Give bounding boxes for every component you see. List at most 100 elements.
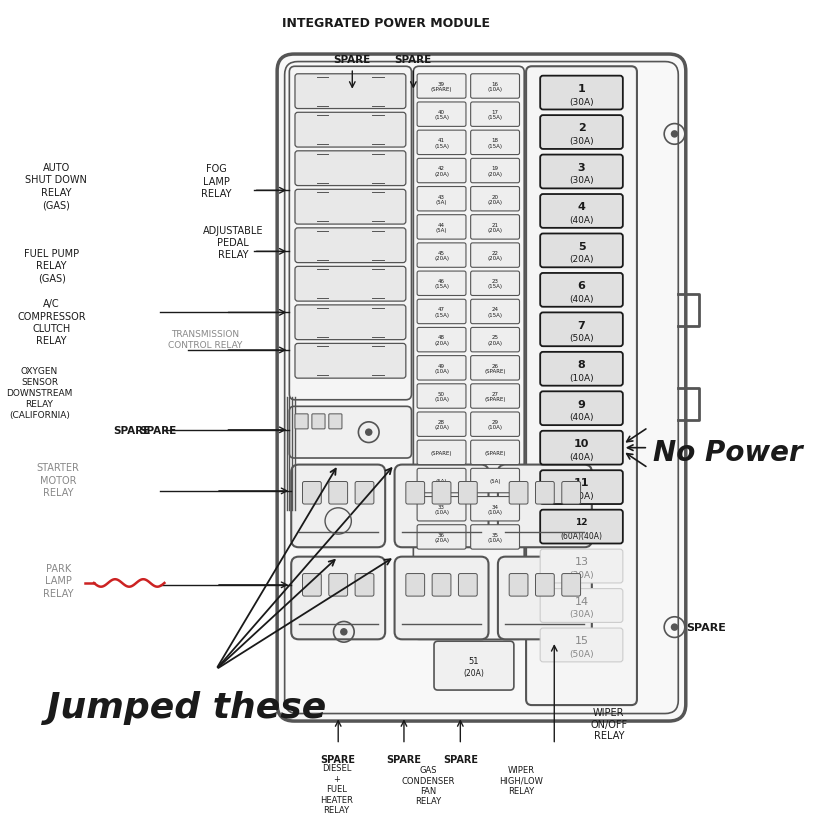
Text: SPARE: SPARE (686, 622, 726, 632)
FancyBboxPatch shape (471, 300, 520, 324)
Text: 19
(20A): 19 (20A) (487, 166, 502, 177)
FancyBboxPatch shape (355, 574, 374, 596)
FancyBboxPatch shape (295, 229, 406, 263)
FancyBboxPatch shape (289, 67, 412, 400)
FancyBboxPatch shape (329, 414, 342, 429)
FancyBboxPatch shape (291, 465, 386, 548)
FancyBboxPatch shape (406, 482, 425, 505)
FancyBboxPatch shape (329, 574, 348, 596)
FancyBboxPatch shape (295, 344, 406, 378)
FancyBboxPatch shape (417, 188, 466, 211)
FancyBboxPatch shape (329, 482, 348, 505)
Text: 36
(20A): 36 (20A) (434, 532, 449, 542)
Text: PARK
LAMP
RELAY: PARK LAMP RELAY (43, 563, 73, 598)
FancyBboxPatch shape (526, 67, 637, 705)
FancyBboxPatch shape (535, 574, 554, 596)
Text: 1: 1 (578, 84, 585, 93)
FancyBboxPatch shape (417, 103, 466, 127)
Circle shape (671, 131, 678, 138)
FancyBboxPatch shape (540, 76, 623, 111)
Text: 42
(20A): 42 (20A) (434, 166, 449, 177)
FancyBboxPatch shape (434, 641, 514, 690)
Text: 27
(SPARE): 27 (SPARE) (484, 391, 506, 401)
FancyBboxPatch shape (406, 574, 425, 596)
FancyBboxPatch shape (295, 267, 406, 301)
FancyBboxPatch shape (417, 243, 466, 268)
Text: AUTO
SHUT DOWN
RELAY
(GAS): AUTO SHUT DOWN RELAY (GAS) (25, 163, 87, 210)
FancyBboxPatch shape (540, 116, 623, 150)
Text: SPARE: SPARE (113, 425, 150, 435)
FancyBboxPatch shape (417, 384, 466, 409)
FancyBboxPatch shape (432, 574, 451, 596)
Text: WIPER
HIGH/LOW
RELAY: WIPER HIGH/LOW RELAY (500, 765, 543, 795)
FancyBboxPatch shape (295, 75, 406, 110)
Text: (40A): (40A) (570, 295, 593, 303)
Text: 16
(10A): 16 (10A) (487, 82, 502, 92)
FancyBboxPatch shape (471, 188, 520, 211)
Text: (SPARE): (SPARE) (484, 450, 506, 455)
FancyBboxPatch shape (417, 328, 466, 352)
FancyBboxPatch shape (471, 103, 520, 127)
FancyBboxPatch shape (417, 356, 466, 381)
Text: 50
(10A): 50 (10A) (434, 391, 449, 401)
FancyBboxPatch shape (561, 574, 580, 596)
Text: 34
(10A): 34 (10A) (487, 504, 502, 514)
Text: 15: 15 (575, 636, 589, 645)
Text: 39
(SPARE): 39 (SPARE) (431, 82, 452, 92)
Text: 44
(5A): 44 (5A) (436, 223, 447, 233)
Text: 40
(15A): 40 (15A) (434, 110, 449, 120)
FancyBboxPatch shape (540, 391, 623, 426)
Text: 18
(15A): 18 (15A) (487, 138, 502, 148)
Text: (40A): (40A) (570, 452, 593, 461)
FancyBboxPatch shape (459, 482, 478, 505)
Text: WIPER
ON/OFF
RELAY: WIPER ON/OFF RELAY (590, 707, 627, 740)
Text: (10A): (10A) (569, 373, 593, 382)
Text: 33
(10A): 33 (10A) (434, 504, 449, 514)
Text: (30A): (30A) (569, 137, 593, 146)
Text: A/C
COMPRESSOR
CLUTCH
RELAY: A/C COMPRESSOR CLUTCH RELAY (17, 299, 86, 346)
FancyBboxPatch shape (395, 465, 488, 548)
Text: 5: 5 (578, 242, 585, 251)
Text: 28
(20A): 28 (20A) (434, 419, 449, 430)
FancyBboxPatch shape (471, 215, 520, 240)
FancyBboxPatch shape (535, 482, 554, 505)
FancyBboxPatch shape (417, 413, 466, 437)
FancyBboxPatch shape (417, 525, 466, 550)
FancyBboxPatch shape (498, 465, 592, 548)
FancyBboxPatch shape (295, 414, 308, 429)
FancyBboxPatch shape (540, 510, 623, 544)
FancyBboxPatch shape (291, 557, 386, 640)
Text: STARTER
MOTOR
RELAY: STARTER MOTOR RELAY (37, 463, 80, 497)
Text: SPARE: SPARE (395, 55, 432, 65)
FancyBboxPatch shape (355, 482, 374, 505)
FancyBboxPatch shape (561, 482, 580, 505)
Text: 11: 11 (574, 477, 589, 488)
Text: 3: 3 (578, 163, 585, 173)
Text: (30A): (30A) (569, 176, 593, 185)
FancyBboxPatch shape (277, 55, 686, 722)
Text: (SPARE): (SPARE) (431, 450, 452, 455)
Text: (30A): (30A) (569, 97, 593, 106)
Text: (20A): (20A) (464, 667, 484, 676)
Text: 25
(20A): 25 (20A) (487, 335, 502, 346)
FancyBboxPatch shape (471, 159, 520, 183)
Text: (40A): (40A) (570, 215, 593, 224)
FancyBboxPatch shape (302, 482, 321, 505)
FancyBboxPatch shape (471, 328, 520, 352)
Text: 10: 10 (574, 438, 589, 449)
FancyBboxPatch shape (540, 156, 623, 189)
Text: (30A): (30A) (569, 570, 593, 579)
Text: ADJUSTABLE
PEDAL
RELAY: ADJUSTABLE PEDAL RELAY (203, 225, 263, 260)
Text: 17
(15A): 17 (15A) (487, 110, 502, 120)
Text: 45
(20A): 45 (20A) (434, 251, 449, 261)
Text: 47
(15A): 47 (15A) (434, 307, 449, 317)
FancyBboxPatch shape (471, 243, 520, 268)
FancyBboxPatch shape (471, 525, 520, 550)
FancyBboxPatch shape (413, 67, 524, 640)
Text: 26
(SPARE): 26 (SPARE) (484, 363, 506, 373)
FancyBboxPatch shape (471, 413, 520, 437)
FancyBboxPatch shape (540, 628, 623, 662)
FancyBboxPatch shape (289, 407, 412, 459)
Text: 12: 12 (575, 518, 588, 527)
Text: SPARE: SPARE (334, 55, 371, 65)
